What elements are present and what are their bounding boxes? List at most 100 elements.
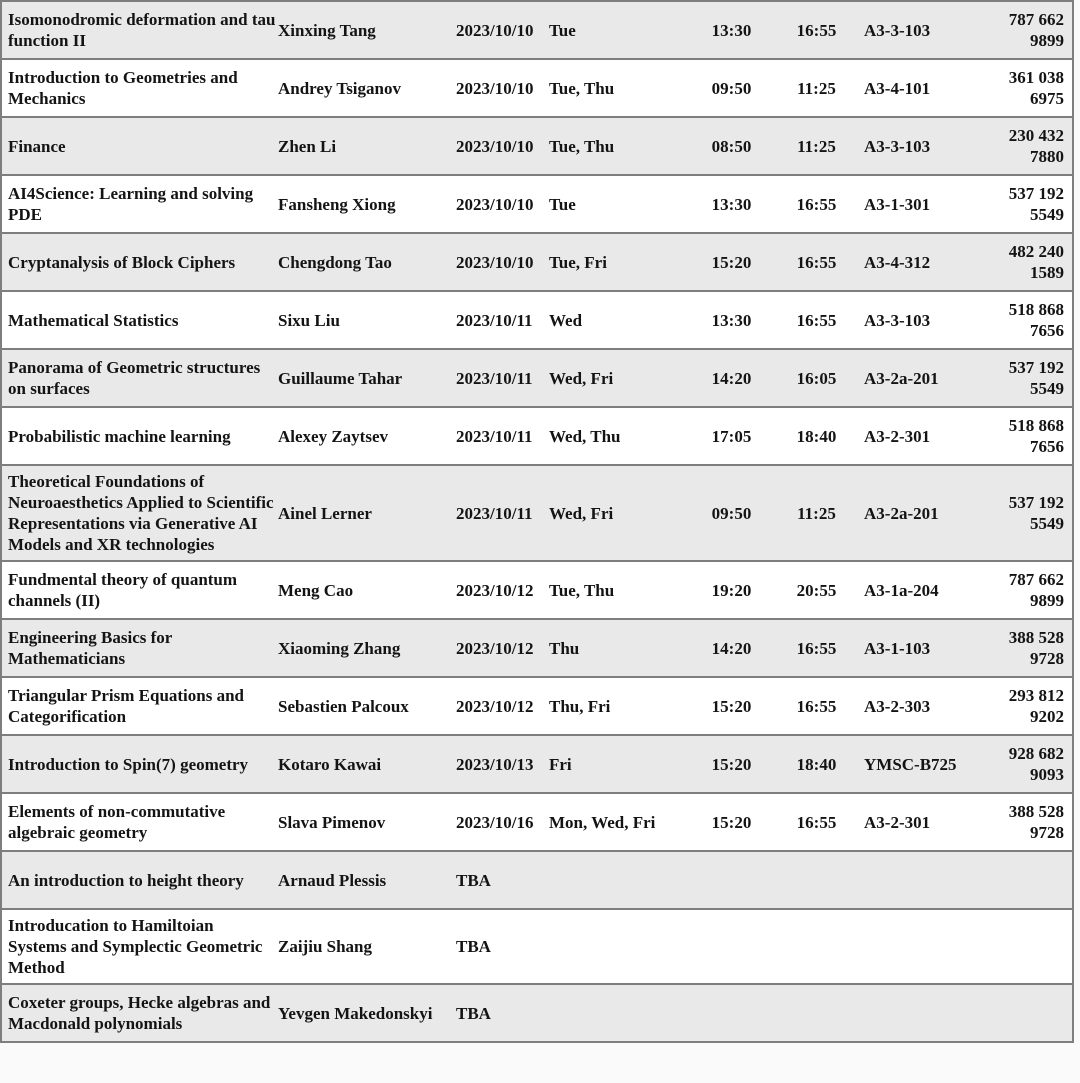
weekdays-cell: Tue, Thu	[549, 78, 615, 98]
course-schedule-table: Isomonodromic deformation and tau functi…	[0, 0, 1074, 1043]
table-row: Fundmental theory of quantum channels (I…	[1, 561, 1073, 619]
table-row: Engineering Basics for Mathematicians Xi…	[1, 619, 1073, 677]
start-date-cell: 2023/10/11	[456, 368, 533, 388]
room-cell: A3-2-301	[864, 426, 931, 446]
weekdays-cell: Wed, Fri	[549, 503, 614, 523]
start-date-cell: 2023/10/10	[456, 136, 534, 156]
meeting-id-cell: 482 240 1589	[1008, 242, 1064, 282]
meeting-id-cell: 537 192 5549	[1008, 493, 1064, 533]
course-title-cell: Theoretical Foundations of Neuroaestheti…	[8, 472, 274, 554]
weekdays-cell	[544, 851, 694, 909]
start-time-cell: 15:20	[711, 696, 752, 716]
end-time-cell: 18:40	[796, 754, 837, 774]
start-time-cell	[694, 984, 769, 1042]
start-time-cell: 09:50	[711, 503, 752, 523]
instructor-cell: Zaijiu Shang	[278, 937, 373, 956]
start-time-cell: 19:20	[711, 580, 752, 600]
instructor-cell: Alexey Zaytsev	[278, 426, 389, 446]
end-time-cell: 20:55	[796, 580, 837, 600]
room-cell: A3-1-103	[864, 638, 931, 658]
weekdays-cell: Tue, Thu	[549, 136, 615, 156]
instructor-cell: Arnaud Plessis	[278, 870, 387, 890]
weekdays-cell: Tue, Thu	[549, 580, 615, 600]
table-row: Panorama of Geometric structures on surf…	[1, 349, 1073, 407]
instructor-cell: Ainel Lerner	[278, 503, 372, 523]
start-date-cell: 2023/10/11	[456, 426, 533, 446]
meeting-id-cell	[979, 984, 1073, 1042]
start-date-cell: 2023/10/10	[456, 20, 534, 40]
meeting-id-cell: 518 868 7656	[1008, 300, 1064, 340]
weekdays-cell: Mon, Wed, Fri	[549, 812, 656, 832]
course-title-cell: Engineering Basics for Mathematicians	[8, 628, 173, 668]
end-time-cell: 16:55	[796, 812, 837, 832]
meeting-id-cell: 293 812 9202	[1008, 686, 1064, 726]
start-time-cell: 09:50	[711, 78, 752, 98]
weekdays-cell: Thu	[549, 638, 580, 658]
course-title-cell: Introduction to Geometries and Mechanics	[8, 68, 238, 108]
course-title-cell: Mathematical Statistics	[8, 310, 179, 330]
meeting-id-cell: 388 528 9728	[1008, 802, 1064, 842]
instructor-cell: Sebastien Palcoux	[278, 696, 409, 716]
room-cell: YMSC-B725	[864, 754, 957, 774]
start-date-cell: 2023/10/12	[456, 580, 534, 600]
instructor-cell: Meng Cao	[278, 580, 354, 600]
weekdays-cell	[544, 984, 694, 1042]
table-row: Finance Zhen Li 2023/10/10 Tue, Thu 08:5…	[1, 117, 1073, 175]
start-time-cell: 15:20	[711, 754, 752, 774]
course-title-cell: Panorama of Geometric structures on surf…	[8, 358, 261, 398]
end-time-cell	[769, 909, 864, 984]
meeting-id-cell: 537 192 5549	[1008, 358, 1064, 398]
start-date-cell: 2023/10/16	[456, 812, 534, 832]
meeting-id-cell: 388 528 9728	[1008, 628, 1064, 668]
meeting-id-cell: 787 662 9899	[1008, 10, 1064, 50]
meeting-id-cell: 537 192 5549	[1008, 184, 1064, 224]
room-cell: A3-1-301	[864, 194, 931, 214]
start-date-cell: TBA	[456, 870, 491, 890]
meeting-id-cell: 518 868 7656	[1008, 416, 1064, 456]
end-time-cell: 16:55	[796, 310, 837, 330]
table-row: Elements of non-commutative algebraic ge…	[1, 793, 1073, 851]
end-time-cell: 11:25	[797, 78, 836, 98]
room-cell: A3-2-301	[864, 812, 931, 832]
room-cell	[864, 851, 979, 909]
start-date-cell: 2023/10/12	[456, 638, 534, 658]
table-row: Introducation to Hamiltoian Systems and …	[1, 909, 1073, 984]
end-time-cell: 16:55	[796, 252, 837, 272]
end-time-cell: 16:05	[796, 368, 837, 388]
course-title-cell: Probabilistic machine learning	[8, 426, 231, 446]
instructor-cell: Sixu Liu	[278, 310, 340, 330]
weekdays-cell: Fri	[549, 754, 572, 774]
start-date-cell: TBA	[456, 937, 491, 956]
course-title-cell: Coxeter groups, Hecke algebras and Macdo…	[8, 993, 271, 1033]
weekdays-cell: Thu, Fri	[549, 696, 611, 716]
instructor-cell: Xiaoming Zhang	[278, 638, 401, 658]
room-cell: A3-1a-204	[864, 580, 939, 600]
meeting-id-cell	[979, 851, 1073, 909]
table-row: Cryptanalysis of Block Ciphers Chengdong…	[1, 233, 1073, 291]
instructor-cell: Fansheng Xiong	[278, 194, 396, 214]
room-cell: A3-4-312	[864, 252, 931, 272]
weekdays-cell: Wed, Thu	[549, 426, 621, 446]
table-row: Isomonodromic deformation and tau functi…	[1, 1, 1073, 59]
start-date-cell: TBA	[456, 1003, 491, 1023]
room-cell: A3-2a-201	[864, 368, 939, 388]
start-time-cell: 14:20	[711, 368, 752, 388]
room-cell: A3-2-303	[864, 696, 931, 716]
course-title-cell: An introduction to height theory	[8, 870, 244, 890]
course-title-cell: Isomonodromic deformation and tau functi…	[8, 10, 276, 50]
start-date-cell: 2023/10/12	[456, 696, 534, 716]
course-title-cell: AI4Science: Learning and solving PDE	[8, 184, 254, 224]
table-row: An introduction to height theory Arnaud …	[1, 851, 1073, 909]
start-time-cell	[694, 909, 769, 984]
weekdays-cell: Wed	[549, 310, 583, 330]
start-date-cell: 2023/10/10	[456, 78, 534, 98]
end-time-cell: 18:40	[796, 426, 837, 446]
start-time-cell: 17:05	[711, 426, 752, 446]
start-time-cell: 13:30	[711, 310, 752, 330]
start-date-cell: 2023/10/10	[456, 194, 534, 214]
room-cell: A3-3-103	[864, 310, 931, 330]
start-time-cell: 13:30	[711, 20, 752, 40]
instructor-cell: Yevgen Makedonskyi	[278, 1003, 433, 1023]
course-title-cell: Fundmental theory of quantum channels (I…	[8, 570, 238, 610]
